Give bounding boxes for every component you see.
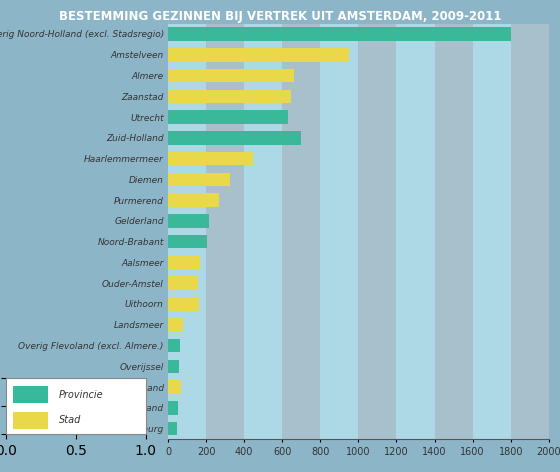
Bar: [168, 152, 253, 165]
Bar: [320, 24, 358, 439]
Text: Stad: Stad: [59, 415, 81, 425]
Bar: [168, 318, 183, 331]
FancyBboxPatch shape: [13, 412, 48, 429]
Bar: [168, 256, 200, 269]
Bar: [168, 194, 220, 207]
Bar: [358, 24, 396, 439]
Bar: [168, 401, 178, 414]
Bar: [168, 277, 198, 290]
Bar: [168, 339, 180, 352]
Bar: [435, 24, 473, 439]
Text: Provincie: Provincie: [59, 389, 104, 400]
Bar: [244, 24, 282, 439]
Bar: [168, 235, 207, 248]
Bar: [168, 214, 209, 228]
Bar: [168, 90, 291, 103]
Bar: [168, 422, 177, 435]
Bar: [168, 24, 206, 439]
Bar: [168, 360, 179, 373]
Bar: [282, 24, 320, 439]
Bar: [168, 173, 230, 186]
Bar: [168, 297, 199, 311]
Bar: [168, 380, 181, 394]
FancyBboxPatch shape: [13, 386, 48, 403]
Bar: [396, 24, 435, 439]
Bar: [168, 27, 511, 41]
Bar: [473, 24, 511, 439]
Bar: [206, 24, 244, 439]
Bar: [511, 24, 549, 439]
Text: BESTEMMING GEZINNEN BIJ VERTREK UIT AMSTERDAM, 2009-2011: BESTEMMING GEZINNEN BIJ VERTREK UIT AMST…: [59, 10, 501, 24]
Bar: [168, 110, 288, 124]
Bar: [168, 48, 349, 61]
Bar: [168, 69, 293, 82]
Bar: [168, 131, 301, 144]
